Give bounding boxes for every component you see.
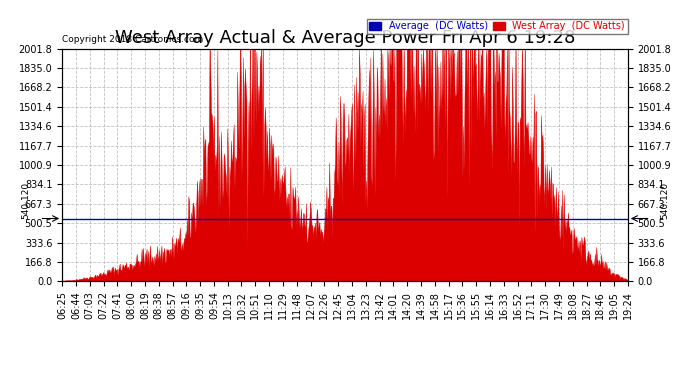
Title: West Array Actual & Average Power Fri Apr 6 19:28: West Array Actual & Average Power Fri Ap… — [115, 29, 575, 47]
Text: 540.120: 540.120 — [660, 182, 669, 219]
Legend: Average  (DC Watts), West Array  (DC Watts): Average (DC Watts), West Array (DC Watts… — [366, 18, 628, 34]
Text: Copyright 2018 Cartronics.com: Copyright 2018 Cartronics.com — [62, 35, 204, 44]
Text: 540.120: 540.120 — [21, 182, 30, 219]
